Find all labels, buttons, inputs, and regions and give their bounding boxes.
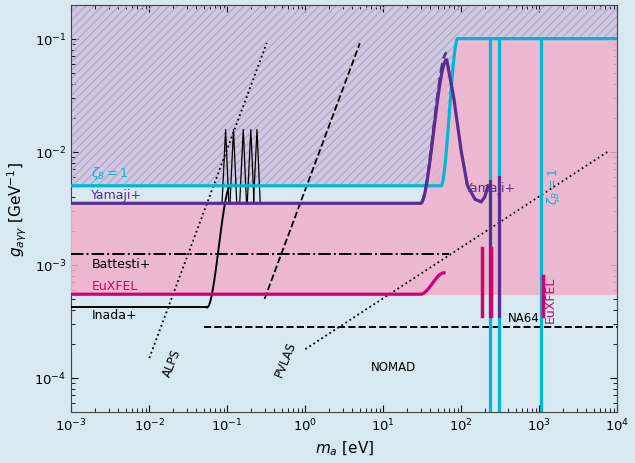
- Y-axis label: $g_{a\gamma\gamma}\ [\mathrm{GeV}^{-1}]$: $g_{a\gamma\gamma}\ [\mathrm{GeV}^{-1}]$: [6, 162, 29, 256]
- Text: ALPS: ALPS: [161, 347, 184, 378]
- Text: Yamaji+: Yamaji+: [465, 182, 516, 195]
- Text: $\zeta_B = 1$: $\zeta_B = 1$: [91, 165, 128, 181]
- Text: PVLAS: PVLAS: [272, 339, 298, 378]
- Polygon shape: [71, 6, 617, 187]
- Text: EuXFEL: EuXFEL: [91, 280, 138, 293]
- Polygon shape: [71, 39, 617, 294]
- Text: Battesti+: Battesti+: [91, 257, 150, 270]
- X-axis label: $m_a$ [eV]: $m_a$ [eV]: [315, 439, 374, 457]
- Text: NOMAD: NOMAD: [371, 361, 417, 374]
- Text: $\zeta_B = 1$: $\zeta_B = 1$: [545, 168, 561, 205]
- Text: Inada+: Inada+: [91, 308, 137, 321]
- Text: EuXFEL: EuXFEL: [544, 276, 557, 322]
- Text: Yamaji+: Yamaji+: [91, 189, 142, 202]
- Text: NA64: NA64: [508, 311, 540, 324]
